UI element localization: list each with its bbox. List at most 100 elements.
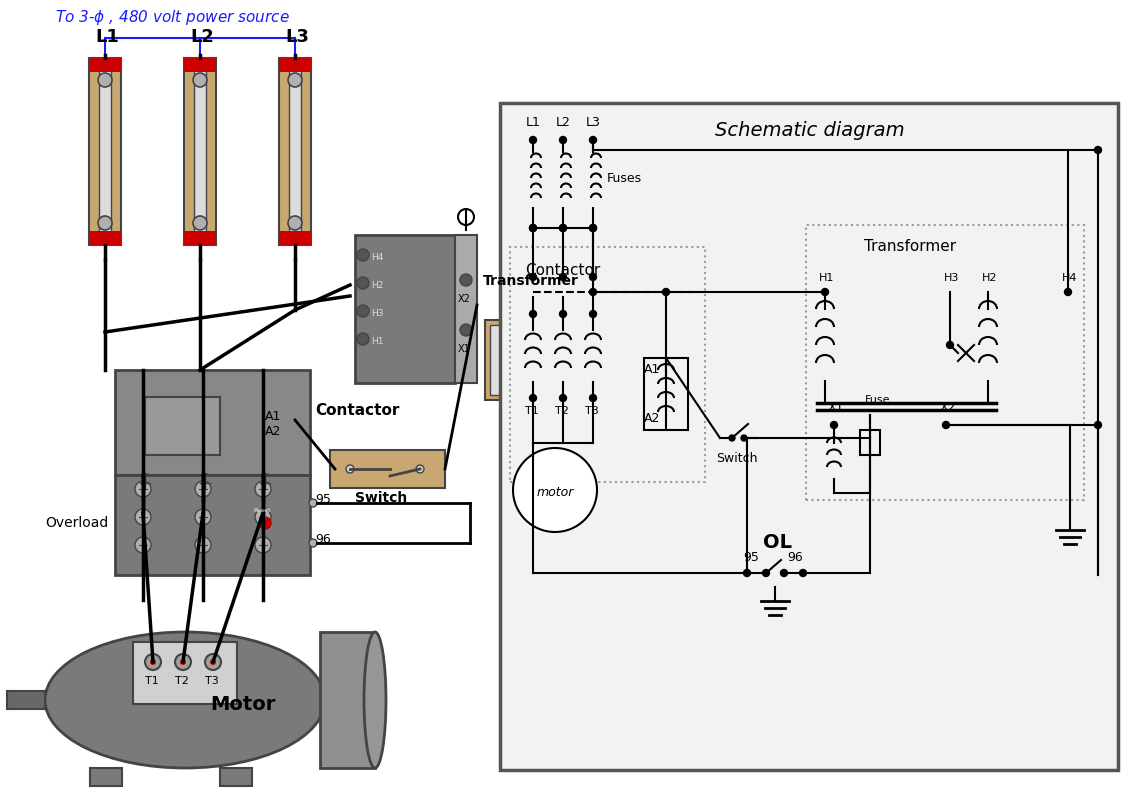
Text: 95: 95 bbox=[743, 551, 759, 564]
Circle shape bbox=[590, 224, 597, 231]
Circle shape bbox=[135, 537, 151, 553]
Bar bbox=[115, 370, 310, 475]
Bar bbox=[184, 58, 215, 245]
Circle shape bbox=[590, 224, 597, 231]
Text: H3: H3 bbox=[371, 309, 384, 318]
Bar bbox=[860, 430, 880, 455]
Text: Overload: Overload bbox=[45, 516, 108, 530]
Text: Switch: Switch bbox=[716, 452, 758, 465]
Circle shape bbox=[98, 216, 112, 230]
Circle shape bbox=[356, 333, 369, 345]
Bar bbox=[7, 691, 45, 709]
Circle shape bbox=[559, 274, 566, 281]
Circle shape bbox=[590, 394, 597, 401]
Circle shape bbox=[195, 537, 211, 553]
Text: Fuse: Fuse bbox=[865, 395, 890, 405]
Bar bbox=[90, 768, 122, 786]
Circle shape bbox=[180, 659, 186, 665]
Text: L3: L3 bbox=[285, 28, 309, 46]
Text: L3: L3 bbox=[587, 116, 601, 129]
Bar bbox=[133, 642, 237, 704]
Circle shape bbox=[205, 654, 221, 670]
Bar bbox=[184, 231, 215, 245]
Text: L2: L2 bbox=[190, 28, 214, 46]
Circle shape bbox=[255, 537, 271, 553]
Circle shape bbox=[136, 474, 155, 492]
Bar bbox=[320, 632, 374, 768]
Bar bbox=[331, 450, 446, 488]
Circle shape bbox=[821, 289, 828, 295]
Circle shape bbox=[259, 517, 271, 529]
Circle shape bbox=[590, 289, 597, 295]
Circle shape bbox=[1065, 289, 1072, 295]
Bar bbox=[194, 68, 206, 235]
Text: X1: X1 bbox=[828, 401, 845, 414]
Text: A2: A2 bbox=[644, 412, 660, 425]
Circle shape bbox=[210, 659, 215, 665]
Circle shape bbox=[195, 509, 211, 525]
Bar bbox=[99, 68, 111, 235]
Text: T3: T3 bbox=[205, 676, 219, 686]
Text: H4: H4 bbox=[371, 253, 384, 262]
Circle shape bbox=[146, 654, 161, 670]
Circle shape bbox=[356, 277, 369, 289]
Circle shape bbox=[309, 499, 317, 507]
Circle shape bbox=[193, 73, 208, 87]
Text: Schematic diagram: Schematic diagram bbox=[715, 121, 905, 140]
Bar bbox=[355, 235, 455, 383]
Circle shape bbox=[529, 224, 537, 231]
Circle shape bbox=[175, 654, 191, 670]
Circle shape bbox=[529, 136, 537, 144]
Text: H2: H2 bbox=[371, 281, 384, 290]
Circle shape bbox=[590, 310, 597, 318]
Text: X1: X1 bbox=[458, 344, 470, 354]
Circle shape bbox=[590, 274, 597, 281]
Bar bbox=[279, 231, 311, 245]
Text: X2: X2 bbox=[940, 401, 957, 414]
Circle shape bbox=[356, 249, 369, 261]
Text: motor: motor bbox=[537, 486, 574, 499]
Text: A2: A2 bbox=[265, 425, 281, 438]
Bar bbox=[289, 68, 301, 235]
Text: H1: H1 bbox=[819, 273, 835, 283]
Circle shape bbox=[559, 224, 566, 231]
Circle shape bbox=[529, 394, 537, 401]
Circle shape bbox=[743, 570, 750, 576]
Circle shape bbox=[256, 474, 274, 492]
Bar bbox=[220, 768, 252, 786]
Text: 96: 96 bbox=[787, 551, 803, 564]
Circle shape bbox=[196, 474, 214, 492]
Bar bbox=[184, 58, 215, 72]
Text: Fuses: Fuses bbox=[607, 172, 642, 185]
Text: 96: 96 bbox=[315, 533, 331, 546]
Circle shape bbox=[529, 310, 537, 318]
Circle shape bbox=[460, 324, 472, 336]
Text: 95: 95 bbox=[315, 493, 331, 506]
Circle shape bbox=[529, 274, 537, 281]
Circle shape bbox=[559, 310, 566, 318]
Ellipse shape bbox=[364, 632, 386, 768]
Text: H4: H4 bbox=[1061, 273, 1077, 283]
Circle shape bbox=[346, 465, 354, 473]
Text: To 3-$\phi$ , 480 volt power source: To 3-$\phi$ , 480 volt power source bbox=[55, 8, 290, 27]
Text: A1: A1 bbox=[644, 363, 660, 376]
Text: L1: L1 bbox=[526, 116, 540, 129]
Bar bbox=[146, 397, 220, 455]
Circle shape bbox=[416, 465, 424, 473]
Text: OL: OL bbox=[763, 533, 792, 552]
Circle shape bbox=[559, 394, 566, 401]
Circle shape bbox=[309, 539, 317, 547]
Text: Contactor: Contactor bbox=[525, 263, 600, 278]
Text: H3: H3 bbox=[944, 273, 960, 283]
Circle shape bbox=[460, 274, 472, 286]
Circle shape bbox=[255, 481, 271, 497]
Text: T2: T2 bbox=[555, 406, 569, 416]
Text: L1: L1 bbox=[95, 28, 118, 46]
Circle shape bbox=[830, 421, 837, 429]
Circle shape bbox=[590, 136, 597, 144]
Bar bbox=[89, 231, 121, 245]
Circle shape bbox=[98, 73, 112, 87]
Circle shape bbox=[135, 481, 151, 497]
Bar bbox=[89, 58, 121, 245]
Text: T2: T2 bbox=[175, 676, 188, 686]
